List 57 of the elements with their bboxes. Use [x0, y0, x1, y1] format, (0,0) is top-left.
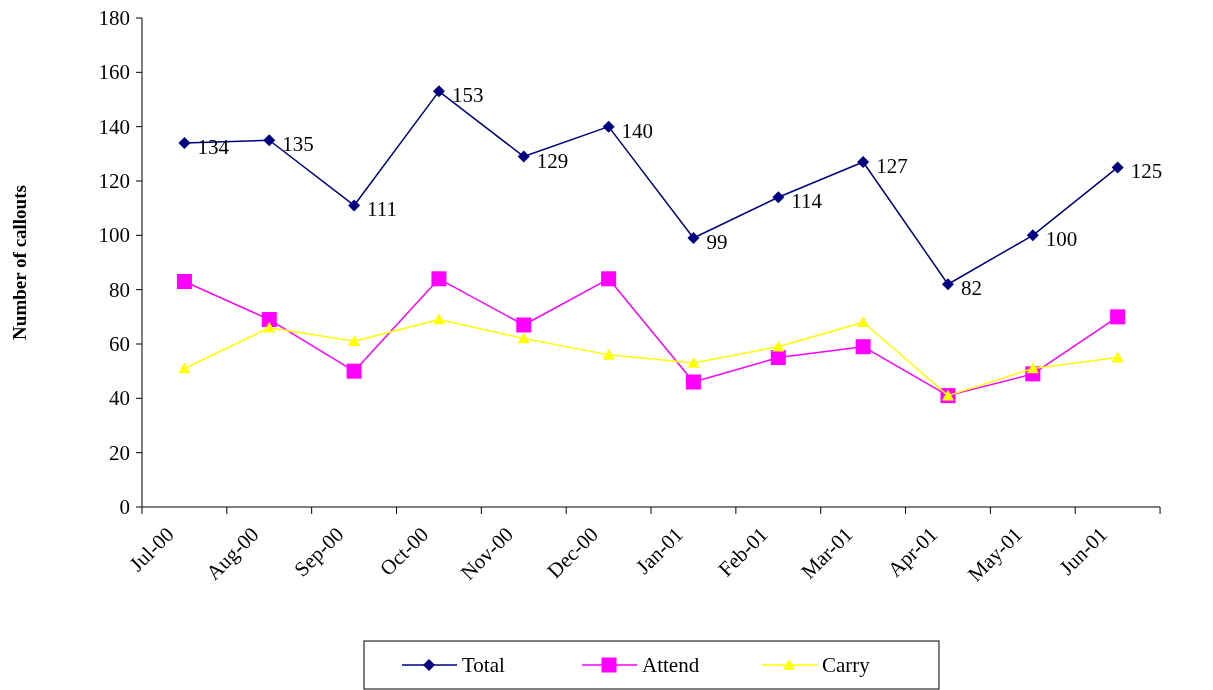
point [263, 134, 276, 147]
point [855, 339, 871, 355]
point [432, 313, 445, 325]
y-axis-title: Number of callouts [9, 185, 30, 340]
point [346, 363, 362, 379]
data-label: 129 [536, 148, 569, 173]
y-tick-label: 80 [109, 277, 130, 302]
data-label: 153 [451, 83, 484, 108]
legend-label: Carry [822, 653, 871, 677]
data-label: 111 [367, 197, 398, 222]
point [431, 271, 447, 287]
point [517, 332, 530, 344]
point [857, 316, 870, 328]
point [178, 362, 191, 374]
point [772, 340, 785, 352]
point [178, 136, 191, 149]
point [601, 271, 617, 287]
point [602, 120, 615, 133]
point [517, 150, 530, 163]
point [602, 348, 615, 360]
point [1026, 229, 1039, 242]
point [263, 321, 276, 333]
point [516, 317, 532, 333]
y-tick-label: 60 [109, 332, 130, 356]
data-label: 100 [1045, 227, 1078, 252]
data-label: 140 [621, 118, 654, 143]
data-label: 99 [706, 230, 728, 255]
data-label: 114 [791, 189, 823, 214]
y-tick-label: 100 [98, 223, 130, 248]
point [687, 232, 700, 245]
y-tick-label: 180 [98, 6, 130, 30]
point [1110, 309, 1126, 325]
y-tick-label: 0 [119, 495, 130, 519]
y-tick-label: 120 [98, 169, 130, 193]
point [261, 312, 277, 328]
data-label: 125 [1130, 159, 1163, 184]
y-tick-label: 160 [98, 60, 130, 85]
point [772, 191, 785, 204]
point [857, 155, 870, 168]
point [348, 199, 361, 212]
y-tick-label: 20 [109, 440, 130, 465]
data-label: 135 [282, 132, 314, 157]
legend-label: Total [462, 653, 506, 677]
point [176, 274, 192, 290]
point [1111, 351, 1124, 363]
data-label: 127 [876, 153, 908, 178]
point [432, 85, 445, 98]
point [1026, 362, 1039, 374]
point [348, 335, 361, 347]
data-label: 82 [960, 276, 982, 301]
point [685, 374, 701, 390]
y-tick-label: 140 [98, 114, 130, 139]
y-tick-label: 40 [109, 386, 130, 411]
point [941, 278, 954, 291]
point [687, 357, 700, 368]
point [1111, 161, 1124, 174]
legend-label: Attend [642, 653, 700, 677]
